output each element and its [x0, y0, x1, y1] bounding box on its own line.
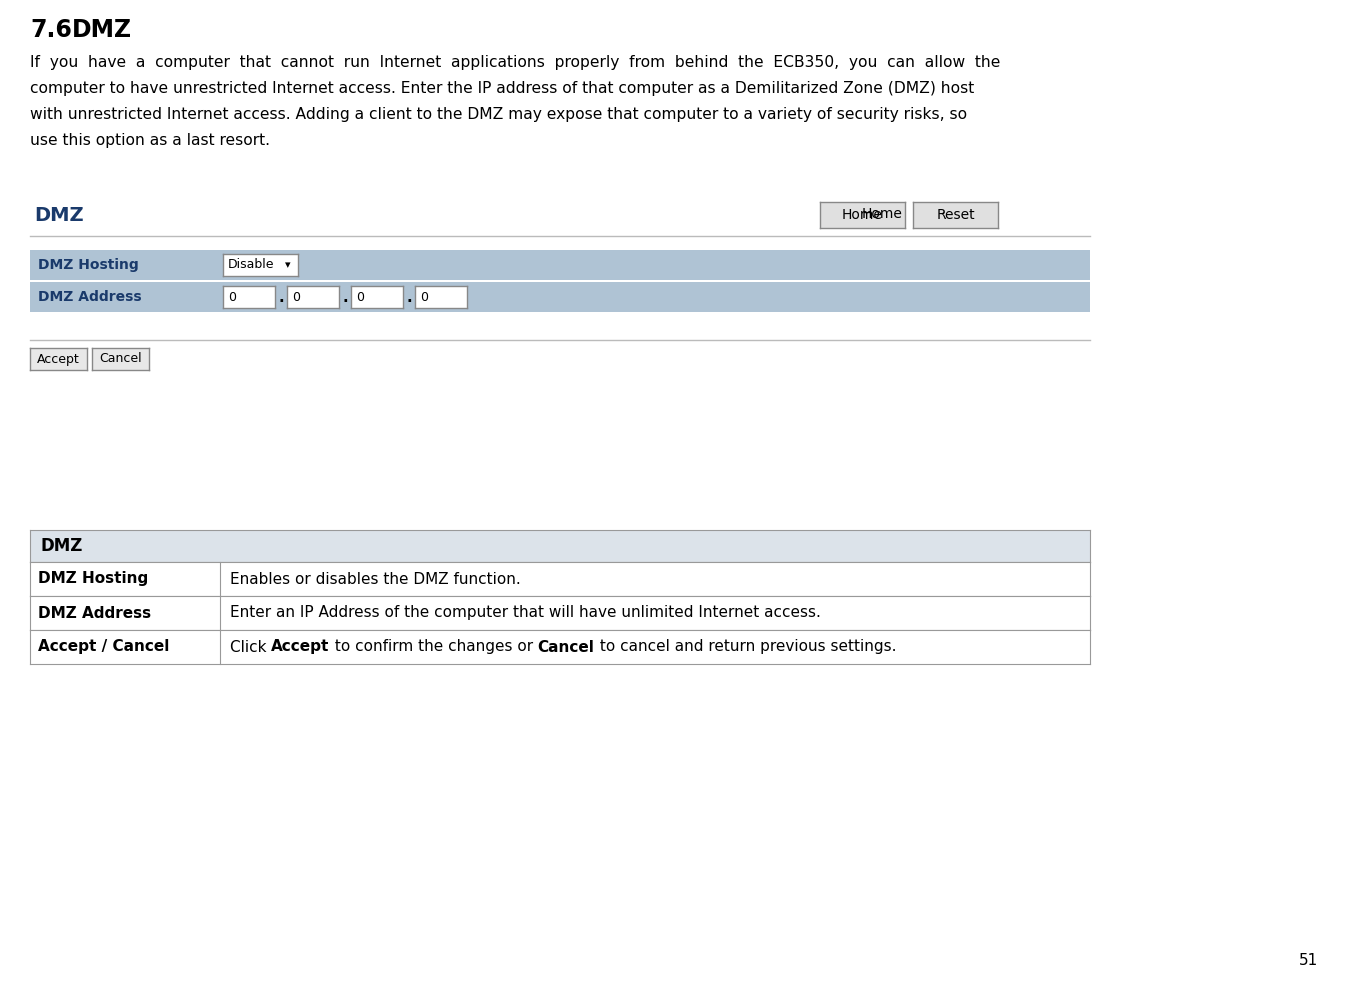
Text: to confirm the changes or: to confirm the changes or — [329, 640, 537, 655]
Text: ▾: ▾ — [285, 260, 290, 270]
Text: 0: 0 — [420, 291, 428, 304]
Text: Enables or disables the DMZ function.: Enables or disables the DMZ function. — [230, 571, 521, 587]
Text: 0: 0 — [228, 291, 236, 304]
Text: to cancel and return previous settings.: to cancel and return previous settings. — [594, 640, 896, 655]
Text: 51: 51 — [1299, 953, 1318, 968]
Text: with unrestricted Internet access. Adding a client to the DMZ may expose that co: with unrestricted Internet access. Addin… — [30, 107, 967, 122]
Text: .: . — [343, 290, 348, 305]
Text: Disable: Disable — [228, 259, 274, 271]
Text: DMZ: DMZ — [72, 18, 132, 42]
Text: DMZ Address: DMZ Address — [38, 290, 142, 304]
Text: computer to have unrestricted Internet access. Enter the IP address of that comp: computer to have unrestricted Internet a… — [30, 81, 975, 96]
Text: 0: 0 — [292, 291, 300, 304]
Text: Accept / Cancel: Accept / Cancel — [38, 640, 169, 655]
Text: Home: Home — [842, 208, 883, 222]
Text: Click: Click — [230, 640, 271, 655]
Text: Reset: Reset — [936, 208, 975, 222]
Text: Accept: Accept — [38, 353, 80, 366]
Text: 7.6: 7.6 — [30, 18, 72, 42]
Text: DMZ: DMZ — [40, 537, 82, 555]
Text: DMZ: DMZ — [34, 206, 84, 225]
Text: Enter an IP Address of the computer that will have unlimited Internet access.: Enter an IP Address of the computer that… — [230, 606, 821, 620]
Text: use this option as a last resort.: use this option as a last resort. — [30, 133, 270, 148]
Text: DMZ Address: DMZ Address — [38, 606, 151, 620]
Text: DMZ Hosting: DMZ Hosting — [38, 571, 148, 587]
Text: Cancel: Cancel — [99, 353, 142, 366]
Text: .: . — [279, 290, 285, 305]
Text: Home: Home — [863, 207, 903, 221]
Text: Cancel: Cancel — [537, 640, 594, 655]
Text: .: . — [406, 290, 413, 305]
Text: Accept: Accept — [271, 640, 329, 655]
Text: 0: 0 — [356, 291, 365, 304]
Text: If  you  have  a  computer  that  cannot  run  Internet  applications  properly : If you have a computer that cannot run I… — [30, 55, 1000, 70]
Text: DMZ Hosting: DMZ Hosting — [38, 258, 139, 272]
